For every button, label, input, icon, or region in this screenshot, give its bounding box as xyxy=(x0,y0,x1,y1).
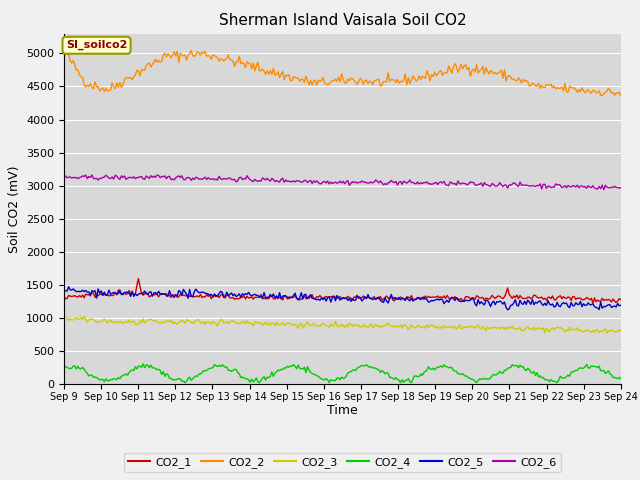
Text: SI_soilco2: SI_soilco2 xyxy=(66,40,127,50)
Legend: CO2_1, CO2_2, CO2_3, CO2_4, CO2_5, CO2_6: CO2_1, CO2_2, CO2_3, CO2_4, CO2_5, CO2_6 xyxy=(124,453,561,472)
Title: Sherman Island Vaisala Soil CO2: Sherman Island Vaisala Soil CO2 xyxy=(219,13,466,28)
X-axis label: Time: Time xyxy=(327,405,358,418)
Y-axis label: Soil CO2 (mV): Soil CO2 (mV) xyxy=(8,165,20,252)
